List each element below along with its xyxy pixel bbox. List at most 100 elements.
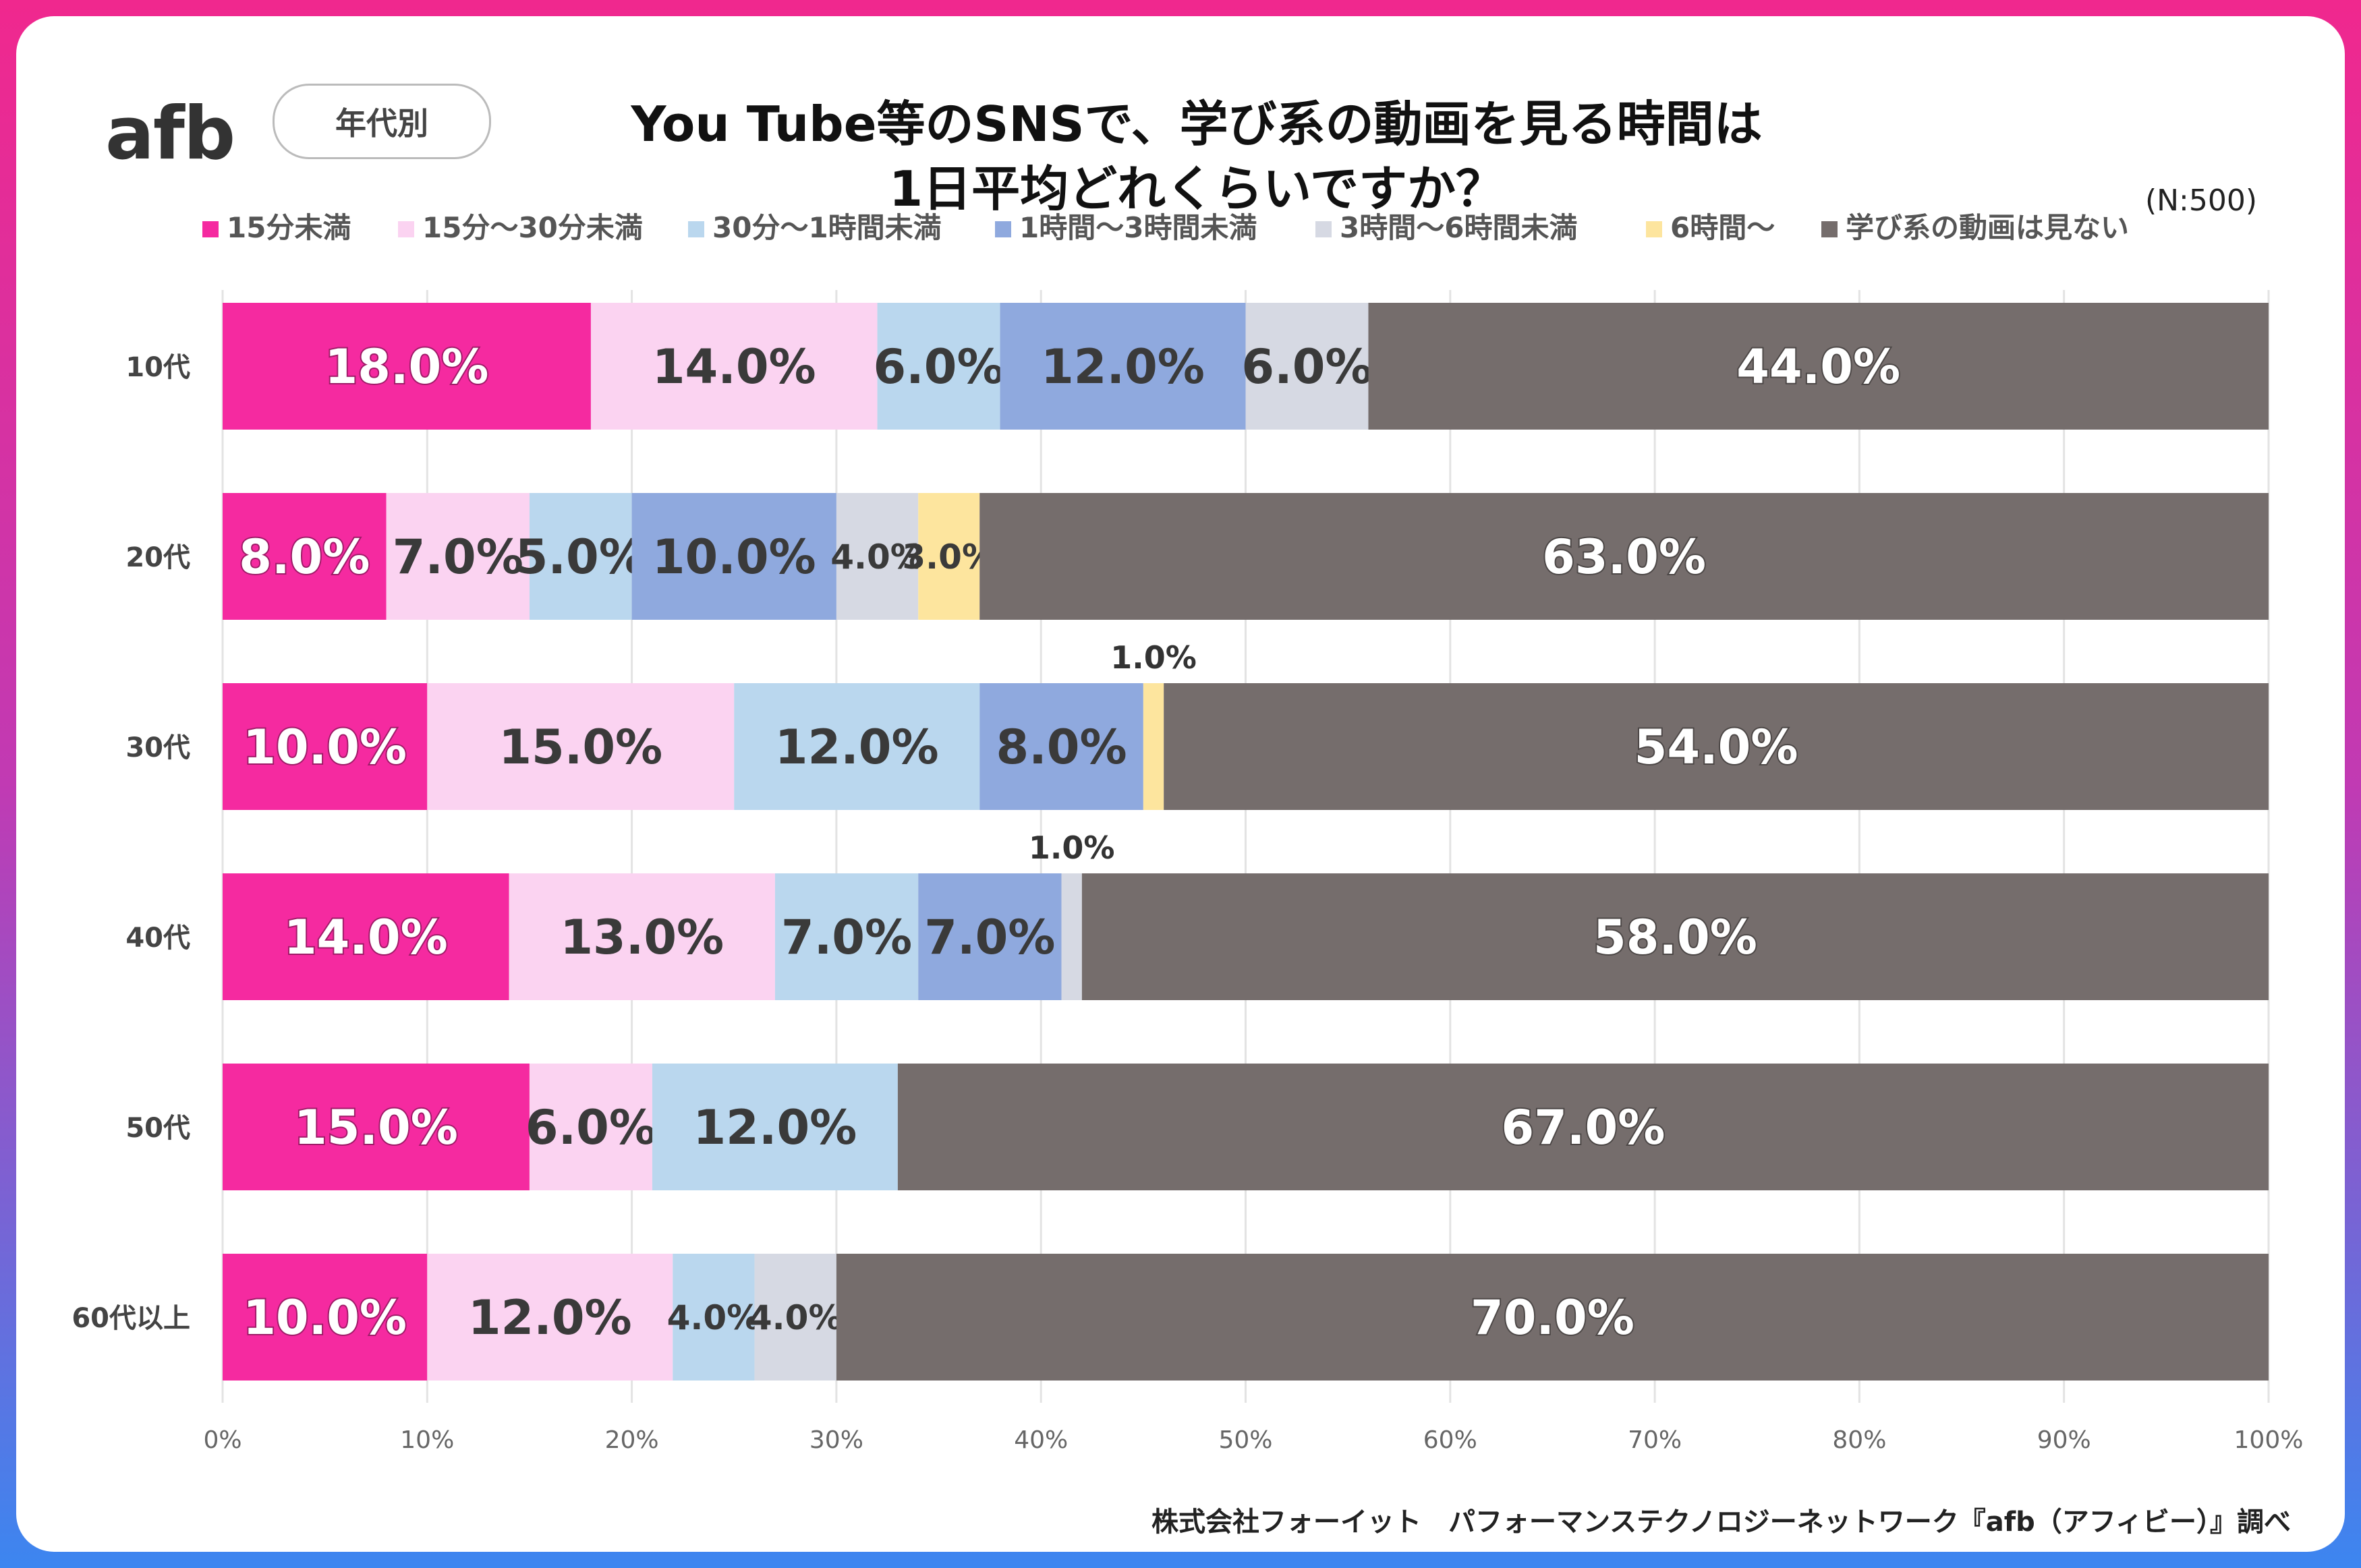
data-label: 15.0% (499, 720, 662, 775)
data-label: 1.0% (1110, 639, 1197, 676)
legend-label: 3時間〜6時間未満 (1340, 211, 1577, 244)
data-label: 67.0% (1502, 1100, 1666, 1155)
bar-segment (590, 303, 878, 430)
bar-segment (1164, 683, 2269, 810)
data-label: 54.0% (1634, 720, 1798, 775)
x-tick-label: 0% (203, 1426, 241, 1454)
data-label: 8.0% (239, 529, 370, 585)
data-label: 10.0% (243, 1290, 407, 1345)
bar-segment (979, 493, 2269, 620)
data-label: 6.0% (525, 1100, 656, 1155)
x-tick-label: 70% (1628, 1426, 1682, 1454)
bar-segment (1061, 873, 1082, 1000)
title-line-2: 1日平均どれくらいですか？ (889, 161, 1504, 217)
data-label: 44.0% (1736, 339, 1900, 395)
sample-size: (N:500) (2144, 183, 2257, 218)
data-label: 1.0% (1029, 830, 1115, 866)
source-note: 株式会社フォーイット パフォーマンステクノロジーネットワーク『afb（アフィビー… (1151, 1507, 2291, 1538)
legend-label: 6時間〜 (1670, 211, 1775, 244)
bar-segment (223, 493, 387, 620)
data-label: 4.0% (749, 1298, 843, 1337)
category-label: 30代 (125, 732, 190, 763)
data-label: 8.0% (996, 720, 1127, 775)
legend-swatch (398, 221, 414, 237)
x-tick-label: 80% (1832, 1426, 1886, 1454)
data-label: 63.0% (1542, 529, 1706, 585)
data-label: 10.0% (243, 720, 407, 775)
data-label: 15.0% (294, 1100, 458, 1155)
bar-segment (673, 1254, 755, 1381)
afb-logo: afb (105, 92, 235, 176)
legend-label: 30分〜1時間未満 (712, 211, 942, 244)
x-tick-label: 10% (400, 1426, 454, 1454)
legend-swatch (1315, 221, 1332, 237)
category-label: 40代 (125, 923, 190, 954)
bar-segment (836, 493, 919, 620)
logo-text: afb (105, 92, 235, 176)
category-label: 60代以上 (72, 1303, 190, 1334)
bar-segment (427, 683, 735, 810)
bar-segment (509, 873, 775, 1000)
bar-segment (1143, 683, 1164, 810)
data-label: 13.0% (560, 910, 724, 965)
x-tick-label: 50% (1218, 1426, 1272, 1454)
bar-segment (754, 1254, 836, 1381)
bar-segment (652, 1064, 898, 1190)
data-label: 4.0% (667, 1298, 761, 1337)
legend-swatch (1821, 221, 1838, 237)
x-tick-label: 30% (809, 1426, 863, 1454)
bar-segment (427, 1254, 673, 1381)
data-label: 12.0% (775, 720, 939, 775)
bar-segment (631, 493, 836, 620)
x-tick-label: 100% (2234, 1426, 2304, 1454)
legend-label: 15分〜30分未満 (422, 211, 643, 244)
legend-swatch (995, 221, 1011, 237)
bar-segment (836, 1254, 2269, 1381)
chart-title: You Tube等のSNSで、学び系の動画を見る時間は 1日平均どれくらいですか… (488, 92, 1905, 221)
bar-segment (897, 1064, 2269, 1190)
bar-segment (223, 1254, 428, 1381)
bar-segment (918, 493, 980, 620)
data-label: 7.0% (924, 910, 1055, 965)
data-label: 14.0% (284, 910, 448, 965)
bar-segment (223, 303, 591, 430)
data-label: 70.0% (1471, 1290, 1634, 1345)
x-tick-label: 60% (1423, 1426, 1477, 1454)
bar-segment (918, 873, 1062, 1000)
category-label: 10代 (125, 352, 190, 383)
data-label: 12.0% (693, 1100, 857, 1155)
bar-segment (386, 493, 530, 620)
bar-segment (734, 683, 980, 810)
x-tick-label: 20% (605, 1426, 659, 1454)
legend-swatch (688, 221, 704, 237)
title-line-1: You Tube等のSNSで、学び系の動画を見る時間は (631, 96, 1763, 152)
x-tick-label: 40% (1014, 1426, 1068, 1454)
data-label: 58.0% (1593, 910, 1757, 965)
bar-segment (223, 683, 428, 810)
legend-swatch (1646, 221, 1662, 237)
bar-segment (774, 873, 919, 1000)
bar-segment (223, 1064, 530, 1190)
data-label: 4.0% (830, 538, 924, 577)
bar-segment (223, 873, 509, 1000)
segment-badge: 年代別 (273, 84, 491, 159)
bar-segment (529, 493, 632, 620)
data-label: 12.0% (468, 1290, 632, 1345)
data-label: 7.0% (781, 910, 912, 965)
bar-segment (1245, 303, 1369, 430)
data-label: 6.0% (873, 339, 1004, 395)
legend-label: 1時間〜3時間未満 (1019, 211, 1257, 244)
bar-segment (877, 303, 1000, 430)
data-label: 5.0% (515, 529, 646, 585)
data-label: 10.0% (652, 529, 816, 585)
bar-segment (529, 1064, 652, 1190)
bar-segment (979, 683, 1143, 810)
data-label: 18.0% (325, 339, 489, 395)
x-tick-label: 90% (2037, 1426, 2091, 1454)
bar-segment (1081, 873, 2269, 1000)
bar-segment (1000, 303, 1246, 430)
bar-segment (1368, 303, 2269, 430)
legend-swatch (202, 221, 219, 237)
